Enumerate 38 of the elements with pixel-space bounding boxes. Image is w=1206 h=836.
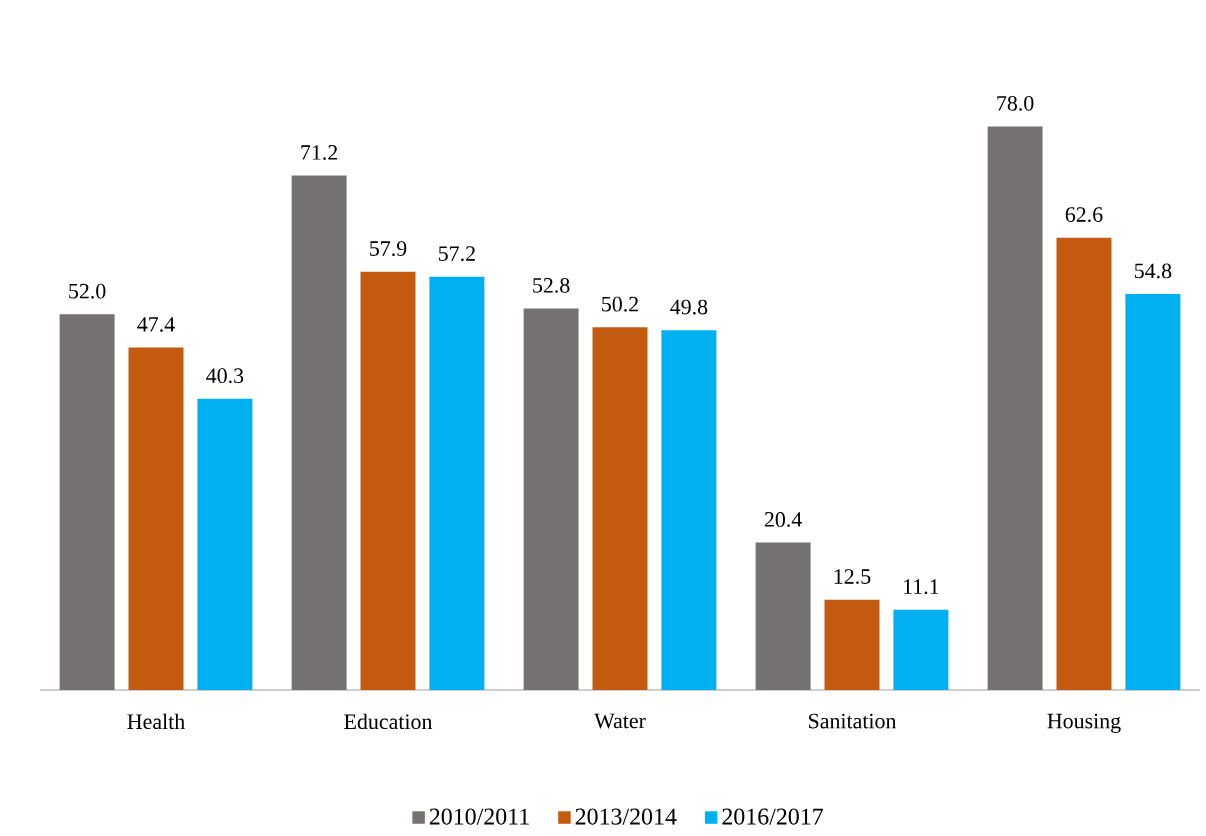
data-label: 52.8 xyxy=(533,278,570,293)
bar xyxy=(1056,237,1112,691)
data-label: 78.0 xyxy=(997,96,1034,111)
x-tick-label: Health xyxy=(127,713,185,730)
data-label: 50.2 xyxy=(602,296,638,312)
bar xyxy=(291,175,347,691)
data-label: 40.3 xyxy=(206,368,244,384)
legend-label: 2013/2014 xyxy=(575,808,677,825)
bar xyxy=(893,609,949,691)
bar xyxy=(523,308,579,691)
legend-label: 2016/2017 xyxy=(722,808,823,825)
data-label: 20.4 xyxy=(764,512,802,528)
bar xyxy=(197,399,253,691)
bar xyxy=(824,599,880,691)
data-label: 47.4 xyxy=(137,317,175,333)
data-label: 62.6 xyxy=(1065,207,1103,223)
data-label: 52.0 xyxy=(69,283,106,299)
bar xyxy=(360,271,416,691)
data-label: 57.2 xyxy=(439,246,475,262)
data-label: 57.9 xyxy=(370,241,407,257)
bar xyxy=(987,126,1043,691)
bar xyxy=(429,276,485,691)
data-label: 49.8 xyxy=(670,299,708,315)
data-label: 71.2 xyxy=(301,145,338,161)
x-tick-label: Housing xyxy=(1047,713,1121,734)
bar xyxy=(59,314,115,691)
bar xyxy=(661,330,717,691)
data-label: 54.8 xyxy=(1135,263,1172,279)
data-label: 11.1 xyxy=(904,579,939,595)
bar xyxy=(128,347,184,691)
bar xyxy=(1125,294,1181,691)
legend-label: 2010/2011 xyxy=(429,808,529,825)
bar xyxy=(592,327,648,691)
x-tick-label: Sanitation xyxy=(809,713,897,729)
x-tick-label: Education xyxy=(344,713,433,730)
bar xyxy=(755,542,811,691)
data-label: 12.5 xyxy=(834,569,871,585)
x-tick-label: Water xyxy=(594,713,646,729)
